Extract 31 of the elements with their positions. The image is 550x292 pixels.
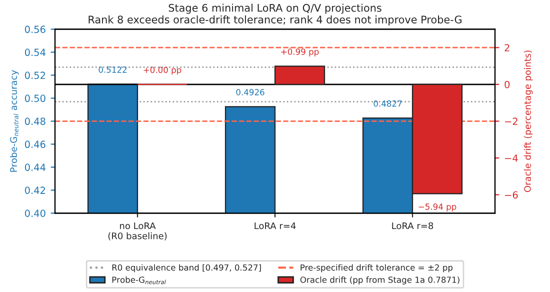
x-tick-label: no LoRA (R0 baseline) [108,222,167,240]
y-tick-label: 0.52 [24,72,45,80]
data-label: +0.00 pp [144,66,182,75]
legend-label: R0 equivalence band [0.497, 0.527] [112,264,261,272]
y-tick-label: 0.46 [24,140,46,148]
chart-title: Stage 6 minimal LoRA on Q/V projections [168,4,382,14]
legend-label: Probe-G$_{neutral}$ [112,276,166,284]
y2-tick-label: −2 [505,118,518,125]
y-tick-label: 0.42 [24,186,45,194]
y2-tick-label: 0 [504,80,510,88]
y2-axis-title: Oracle drift (percentage points) [524,50,533,192]
data-label: 0.4827 [374,100,402,107]
x-tick-label: LoRA r=8 [392,222,434,230]
y-tick-label: 0.48 [24,118,46,126]
y2-tick-label: 2 [504,44,510,52]
y-axis-title: Probe-G$_{neutral}$ accuracy [10,70,19,172]
legend-label: Pre-specified drift tolerance = ±2 pp [300,264,453,272]
y-tick-label: 0.40 [24,210,46,217]
y-tick-label: 0.44 [24,164,46,171]
chart-subtitle: Rank 8 exceeds oracle-drift tolerance; rank 4 does not improve Probe-G [88,15,462,26]
legend-label: Oracle drift (pp from Stage 1a 0.7871) [300,276,460,284]
data-label: 0.5122 [98,66,126,73]
y-tick-label: 0.56 [24,26,46,34]
data-label: 0.4926 [236,89,264,96]
y-tick-label: 0.50 [24,94,46,102]
y-tick-label: 0.54 [24,48,46,56]
data-label: +0.99 pp [281,48,319,56]
y2-tick-label: −4 [505,154,518,162]
y2-tick-label: −6 [505,191,518,199]
x-tick-label: LoRA r=4 [254,222,296,230]
data-label: −5.94 pp [418,204,456,212]
